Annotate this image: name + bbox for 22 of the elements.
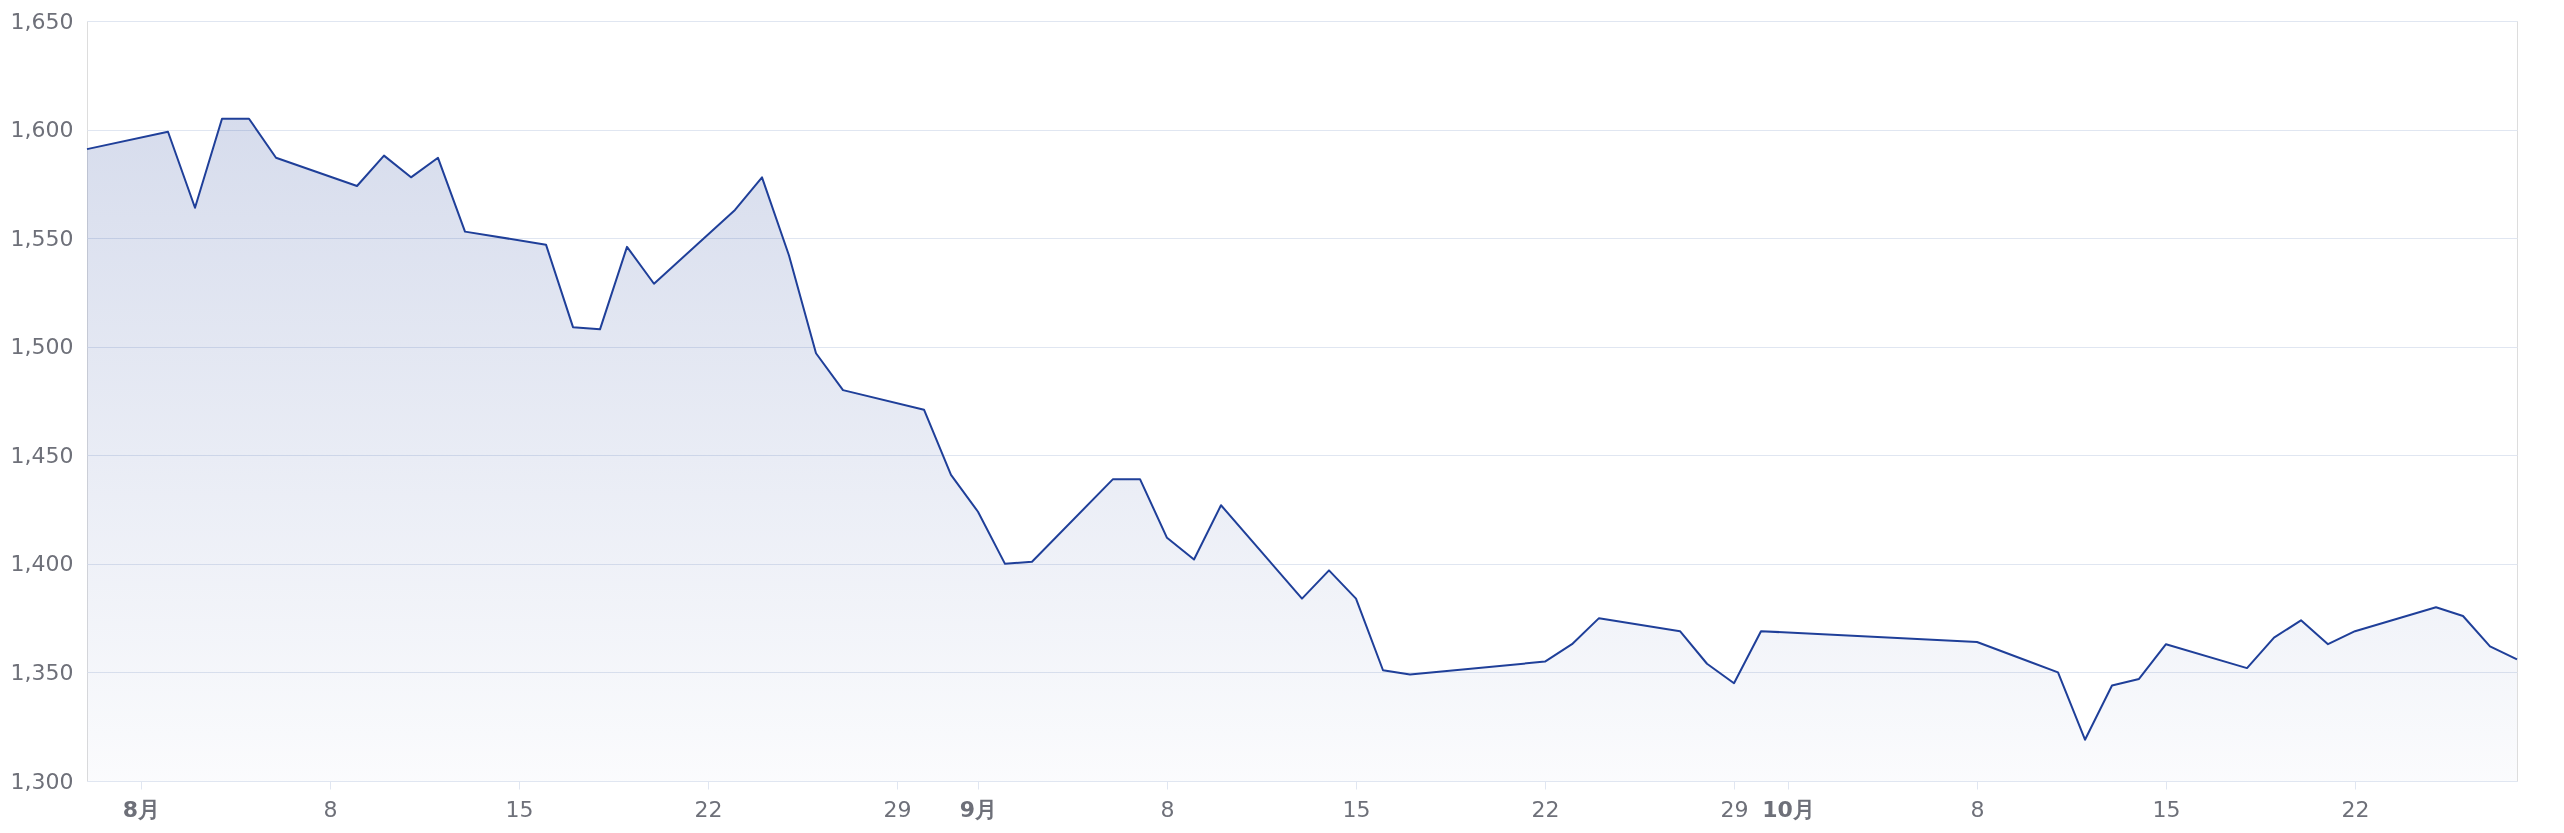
- y-tick-label: 1,550: [10, 225, 74, 251]
- y-tick-label: 1,350: [10, 659, 74, 685]
- x-tick-label: 15: [505, 796, 534, 822]
- y-tick-label: 1,300: [10, 768, 74, 794]
- x-tick-label: 10月: [1762, 796, 1815, 822]
- x-tick-label: 8: [323, 796, 338, 822]
- y-tick-label: 1,400: [10, 551, 74, 577]
- x-tick-label: 15: [1342, 796, 1371, 822]
- y-tick-label: 1,650: [10, 8, 74, 34]
- x-tick-label: 22: [2341, 796, 2370, 822]
- x-tick-label: 8: [1160, 796, 1175, 822]
- y-tick-label: 1,600: [10, 117, 74, 143]
- x-tick-label: 9月: [959, 796, 998, 822]
- y-tick-label: 1,450: [10, 442, 74, 468]
- x-tick-label: 22: [1531, 796, 1560, 822]
- x-tick-label: 29: [883, 796, 912, 822]
- x-tick-label: 15: [2152, 796, 2181, 822]
- x-tick-label: 8月: [122, 796, 161, 822]
- x-tick-label: 22: [694, 796, 723, 822]
- x-tick-label: 8: [1970, 796, 1985, 822]
- y-tick-label: 1,500: [10, 334, 74, 360]
- x-tick-label: 29: [1720, 796, 1749, 822]
